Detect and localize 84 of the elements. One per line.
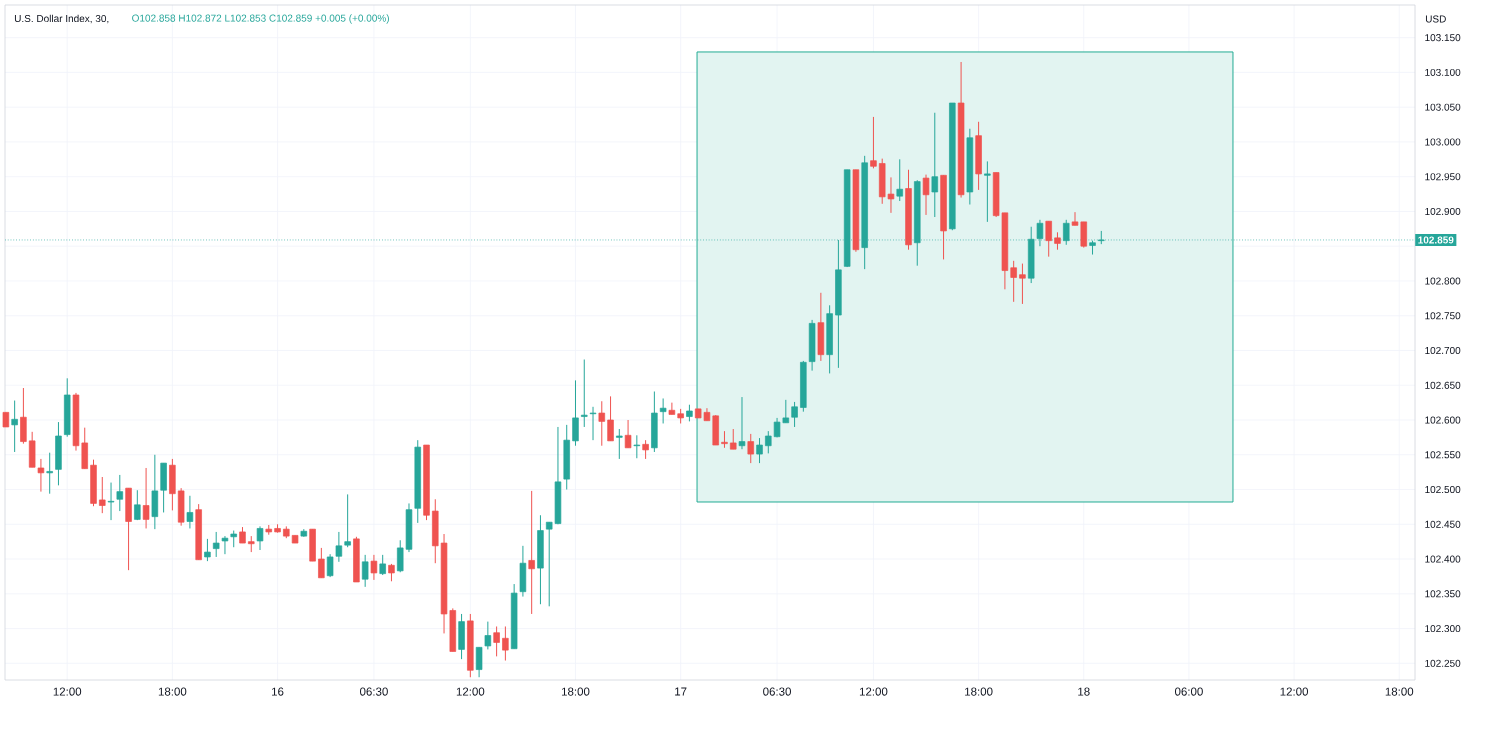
- y-tick-label: 102.800: [1425, 277, 1461, 285]
- candlestick: [11, 400, 18, 453]
- candlestick: [142, 467, 150, 529]
- x-tick-label: 12:00: [456, 687, 485, 696]
- x-tick-label: 18: [1078, 687, 1090, 696]
- y-tick-label: 102.750: [1425, 312, 1461, 320]
- x-tick-label: 18:00: [1385, 687, 1414, 696]
- y-tick-label: 102.950: [1425, 173, 1461, 181]
- y-tick-label: 102.550: [1425, 451, 1461, 459]
- y-tick-label: 102.650: [1425, 381, 1461, 389]
- y-tick-label: 102.350: [1425, 590, 1461, 598]
- candlestick: [729, 428, 737, 450]
- candlestick: [344, 493, 351, 548]
- candlestick: [642, 439, 649, 460]
- x-tick-label: 06:30: [360, 687, 388, 696]
- y-tick-label: 102.500: [1425, 485, 1461, 494]
- candlestick: [107, 482, 115, 521]
- text: O102.858 H102.872 L102.853 C102.859 +0.005 (+0.00%): [132, 14, 389, 24]
- x-tick-label: 16: [272, 687, 284, 696]
- candlestick: [134, 489, 141, 521]
- candlestick: [186, 495, 194, 529]
- ref-line-label: 102.859: [1418, 236, 1454, 244]
- candlestick: [765, 430, 772, 454]
- candlestick: [221, 535, 229, 555]
- candlestick: [896, 158, 903, 202]
- candlestick: [572, 379, 579, 447]
- x-tick-label: 17: [675, 687, 687, 696]
- candlestick: [493, 625, 500, 657]
- candlestick: [598, 400, 606, 447]
- y-tick-label: 102.300: [1425, 625, 1461, 633]
- candlestick: [791, 401, 798, 428]
- candlestick: [756, 437, 763, 464]
- y-tick-label: 102.600: [1425, 416, 1461, 424]
- y-tick-label: 102.450: [1425, 520, 1461, 528]
- candlestick: [361, 554, 369, 588]
- x-tick-label: 18:00: [561, 687, 590, 696]
- y-tick-label: 102.700: [1425, 346, 1461, 355]
- candlestick: [589, 406, 597, 441]
- candlestick: [528, 490, 535, 615]
- candlestick: [607, 395, 614, 442]
- x-tick-label: 18:00: [158, 687, 187, 696]
- candlestick: [318, 547, 325, 579]
- candlestick: [581, 359, 588, 428]
- y-tick-label: 103.000: [1425, 138, 1461, 146]
- candlestick: [46, 452, 53, 495]
- candlestick: [116, 474, 124, 512]
- candlestick: [738, 396, 746, 450]
- candlestick: [668, 402, 676, 415]
- candlestick: [256, 525, 264, 551]
- candlestick: [475, 646, 483, 678]
- candlestick: [370, 554, 378, 581]
- y-tick-label: 103.100: [1425, 68, 1461, 76]
- y-axis-title: USD: [1425, 15, 1446, 23]
- candlestick: [870, 116, 877, 169]
- candlestick: [747, 433, 754, 464]
- candlestick: [99, 476, 106, 514]
- y-tick-label: 103.050: [1425, 103, 1461, 111]
- candlestick: [212, 531, 220, 558]
- text: U.S. Dollar Index, 30,: [14, 14, 109, 24]
- x-tick-label: 12:00: [1280, 687, 1309, 696]
- x-tick-label: 06:00: [1174, 687, 1203, 696]
- x-tick-label: 12:00: [53, 687, 82, 696]
- candlestick: [922, 174, 930, 216]
- y-tick-label: 102.250: [1425, 659, 1461, 667]
- y-tick-label: 103.150: [1425, 34, 1461, 42]
- x-tick-label: 18:00: [965, 687, 993, 696]
- candlestick: [984, 160, 991, 223]
- candlestick: [502, 625, 509, 662]
- candlestick: [484, 621, 492, 650]
- candlestick: [624, 419, 632, 449]
- y-tick-label: 102.400: [1425, 555, 1461, 563]
- candlestick: [931, 112, 939, 218]
- candlestick: [633, 434, 641, 459]
- candlestick: [616, 428, 623, 460]
- candlestick: [1019, 263, 1026, 305]
- x-tick-label: 06:30: [763, 687, 791, 696]
- candlestick: [1063, 219, 1070, 246]
- candlestick: [1045, 220, 1052, 258]
- candlestick: [659, 397, 667, 424]
- candlestick: [204, 538, 211, 562]
- candlestick: [1010, 260, 1017, 303]
- y-tick-label: 102.900: [1425, 207, 1461, 215]
- candlestick: [379, 554, 386, 576]
- x-tick-label: 12:00: [859, 687, 888, 696]
